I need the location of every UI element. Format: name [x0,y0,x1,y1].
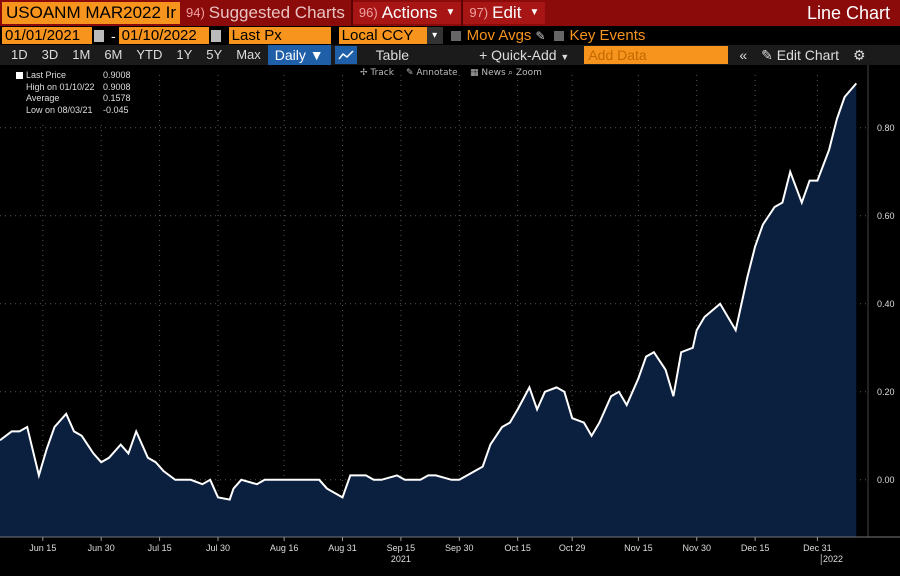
x-tick-label: Sep 15 [387,543,416,553]
x-tick-label: Sep 30 [445,543,474,553]
caret-down-icon: ▼ [309,47,324,63]
mov-avgs-checkbox[interactable] [450,30,461,41]
legend-value: 0.1578 [103,93,131,103]
period-1d-button[interactable]: 1D [11,47,28,62]
legend-label: Average [26,93,60,103]
x-tick-label: Dec 15 [741,543,770,553]
quick-add-button[interactable]: + Quick-Add ▼ [472,45,576,65]
period-ytd-button[interactable]: YTD [136,47,163,62]
price-area-fill [0,83,857,538]
legend-high: High on 01/10/22 0.9008 [6,82,144,94]
currency-select[interactable]: Local CCY [338,27,427,44]
divider [350,0,353,26]
end-date-field[interactable]: 01/10/2022 [118,27,209,44]
legend-label: High on 01/10/22 [26,81,95,92]
mov-avgs-label: Mov Avgs [466,27,532,44]
period-max-button[interactable]: Max [236,47,261,62]
y-tick-label: 0.80 [877,123,895,133]
header-bar: USOANM MAR2022 Ir 94) Suggested Charts 9… [0,0,900,26]
y-axis: 0.00 0.20 0.40 0.60 0.80 [867,65,895,537]
caret-down-icon: ▼ [560,52,570,62]
period-6m-button[interactable]: 6M [104,47,123,62]
x-tick-label: Jun 15 [29,543,56,553]
chart-tool-annotate: ✎ Annotate [406,68,458,78]
x-tick-label: Aug 31 [328,543,357,553]
chart-tool-zoom: ⌕ Zoom [508,68,542,78]
start-date-field[interactable]: 01/01/2021 [2,27,92,44]
legend-value: 0.9008 [103,81,131,92]
quick-add-label: Quick-Add [491,47,557,63]
chart-type-title: Line Chart [806,2,890,23]
legend-low: Low on 08/03/21 -0.045 [6,105,144,117]
period-5y-button[interactable]: 5Y [206,47,223,62]
add-data-input[interactable]: Add Data [584,46,729,64]
chart-area[interactable]: 0.000.200.400.600.80 Jun 15 Jun 30 Jul 15 J… [0,65,900,576]
period-3d-button[interactable]: 3D [41,47,59,62]
calendar-icon[interactable] [94,29,104,42]
x-tick-label: Jul 15 [148,543,172,553]
menu-number: 97) [469,5,489,20]
menu-label: Suggested Charts [208,3,345,22]
edit-chart-button[interactable]: ✎ Edit Chart [754,45,846,65]
menu-label: Edit [492,3,522,22]
suggested-charts-menu[interactable]: 94) Suggested Charts [180,2,351,24]
x-tick-label: Nov 30 [682,543,711,553]
gear-icon[interactable]: ⚙ [853,47,866,63]
date-separator: - [111,27,116,44]
price-line [0,82,858,501]
legend-label: Last Price [26,70,67,80]
edit-menu[interactable]: 97) Edit ▼ [463,2,546,24]
menu-label: Actions [381,3,438,22]
x-axis: Jun 15 Jun 30 Jul 15 Jul 30 Aug 16 Aug 31 Sep … [0,536,900,565]
legend-label: Low on 08/03/21 [26,104,93,115]
x-tick-label: Oct 29 [559,543,586,553]
legend-value: -0.045 [103,104,129,115]
x-tick-label: Dec 31 [803,543,832,553]
frequency-label: Daily [274,47,306,63]
legend-value: 0.9008 [103,70,131,80]
ticker-field[interactable]: USOANM MAR2022 Ir [2,2,180,24]
pencil-icon[interactable]: ✎ [535,28,546,43]
legend-average: Average 0.1578 [6,93,144,105]
menu-number: 96) [358,5,378,20]
calendar-icon[interactable] [210,29,221,42]
edit-chart-label: Edit Chart [776,47,840,63]
price-field-select[interactable]: Last Px [228,27,331,44]
legend: Last Price 0.9008 High on 01/10/22 0.900… [6,70,144,122]
y-tick-label: 0.20 [877,387,895,397]
pencil-icon: ✎ [761,47,777,63]
y-tick-label: 0.40 [877,299,895,309]
controls-bar: 01/01/2021 - 01/10/2022 Last Px Local CC… [0,26,900,45]
chart-tools: ✢ Track ✎ Annotate ▦ News ⌕ Zoom [360,68,542,78]
x-tick-label: Oct 15 [504,543,531,553]
period-1m-button[interactable]: 1M [72,47,91,62]
line-chart-icon[interactable] [334,46,357,64]
divider [461,0,464,26]
period-1y-button[interactable]: 1Y [176,47,193,62]
chart-tool-track: ✢ Track [360,68,395,78]
frequency-select[interactable]: Daily ▼ [267,45,331,65]
menu-number: 94) [186,5,205,20]
collapse-left-icon[interactable]: « [739,47,748,63]
chevron-down-icon[interactable]: ▾ [426,27,443,44]
table-button[interactable]: Table [375,47,410,63]
x-year-label: 2022 [823,554,843,564]
actions-menu[interactable]: 96) Actions ▼ [352,2,462,24]
caret-down-icon: ▼ [529,7,540,18]
toolbar: 1D 3D 1M 6M YTD 1Y 5Y Max Daily ▼ Table … [0,45,900,65]
key-events-label: Key Events [569,27,646,44]
x-year-label: 2021 [391,554,411,564]
key-events-checkbox[interactable] [553,30,564,41]
chart-tool-news: ▦ News [470,68,506,78]
x-tick-label: Jul 30 [206,543,230,553]
plus-icon: + [479,47,492,63]
caret-down-icon: ▼ [445,7,456,18]
x-tick-label: Aug 16 [270,543,299,553]
y-tick-label: 0.00 [877,475,895,485]
legend-last-price: Last Price 0.9008 [6,70,144,82]
x-tick-label: Jun 30 [88,543,115,553]
y-tick-label: 0.60 [877,211,895,221]
x-tick-label: Nov 15 [624,543,653,553]
series-swatch [16,72,23,80]
